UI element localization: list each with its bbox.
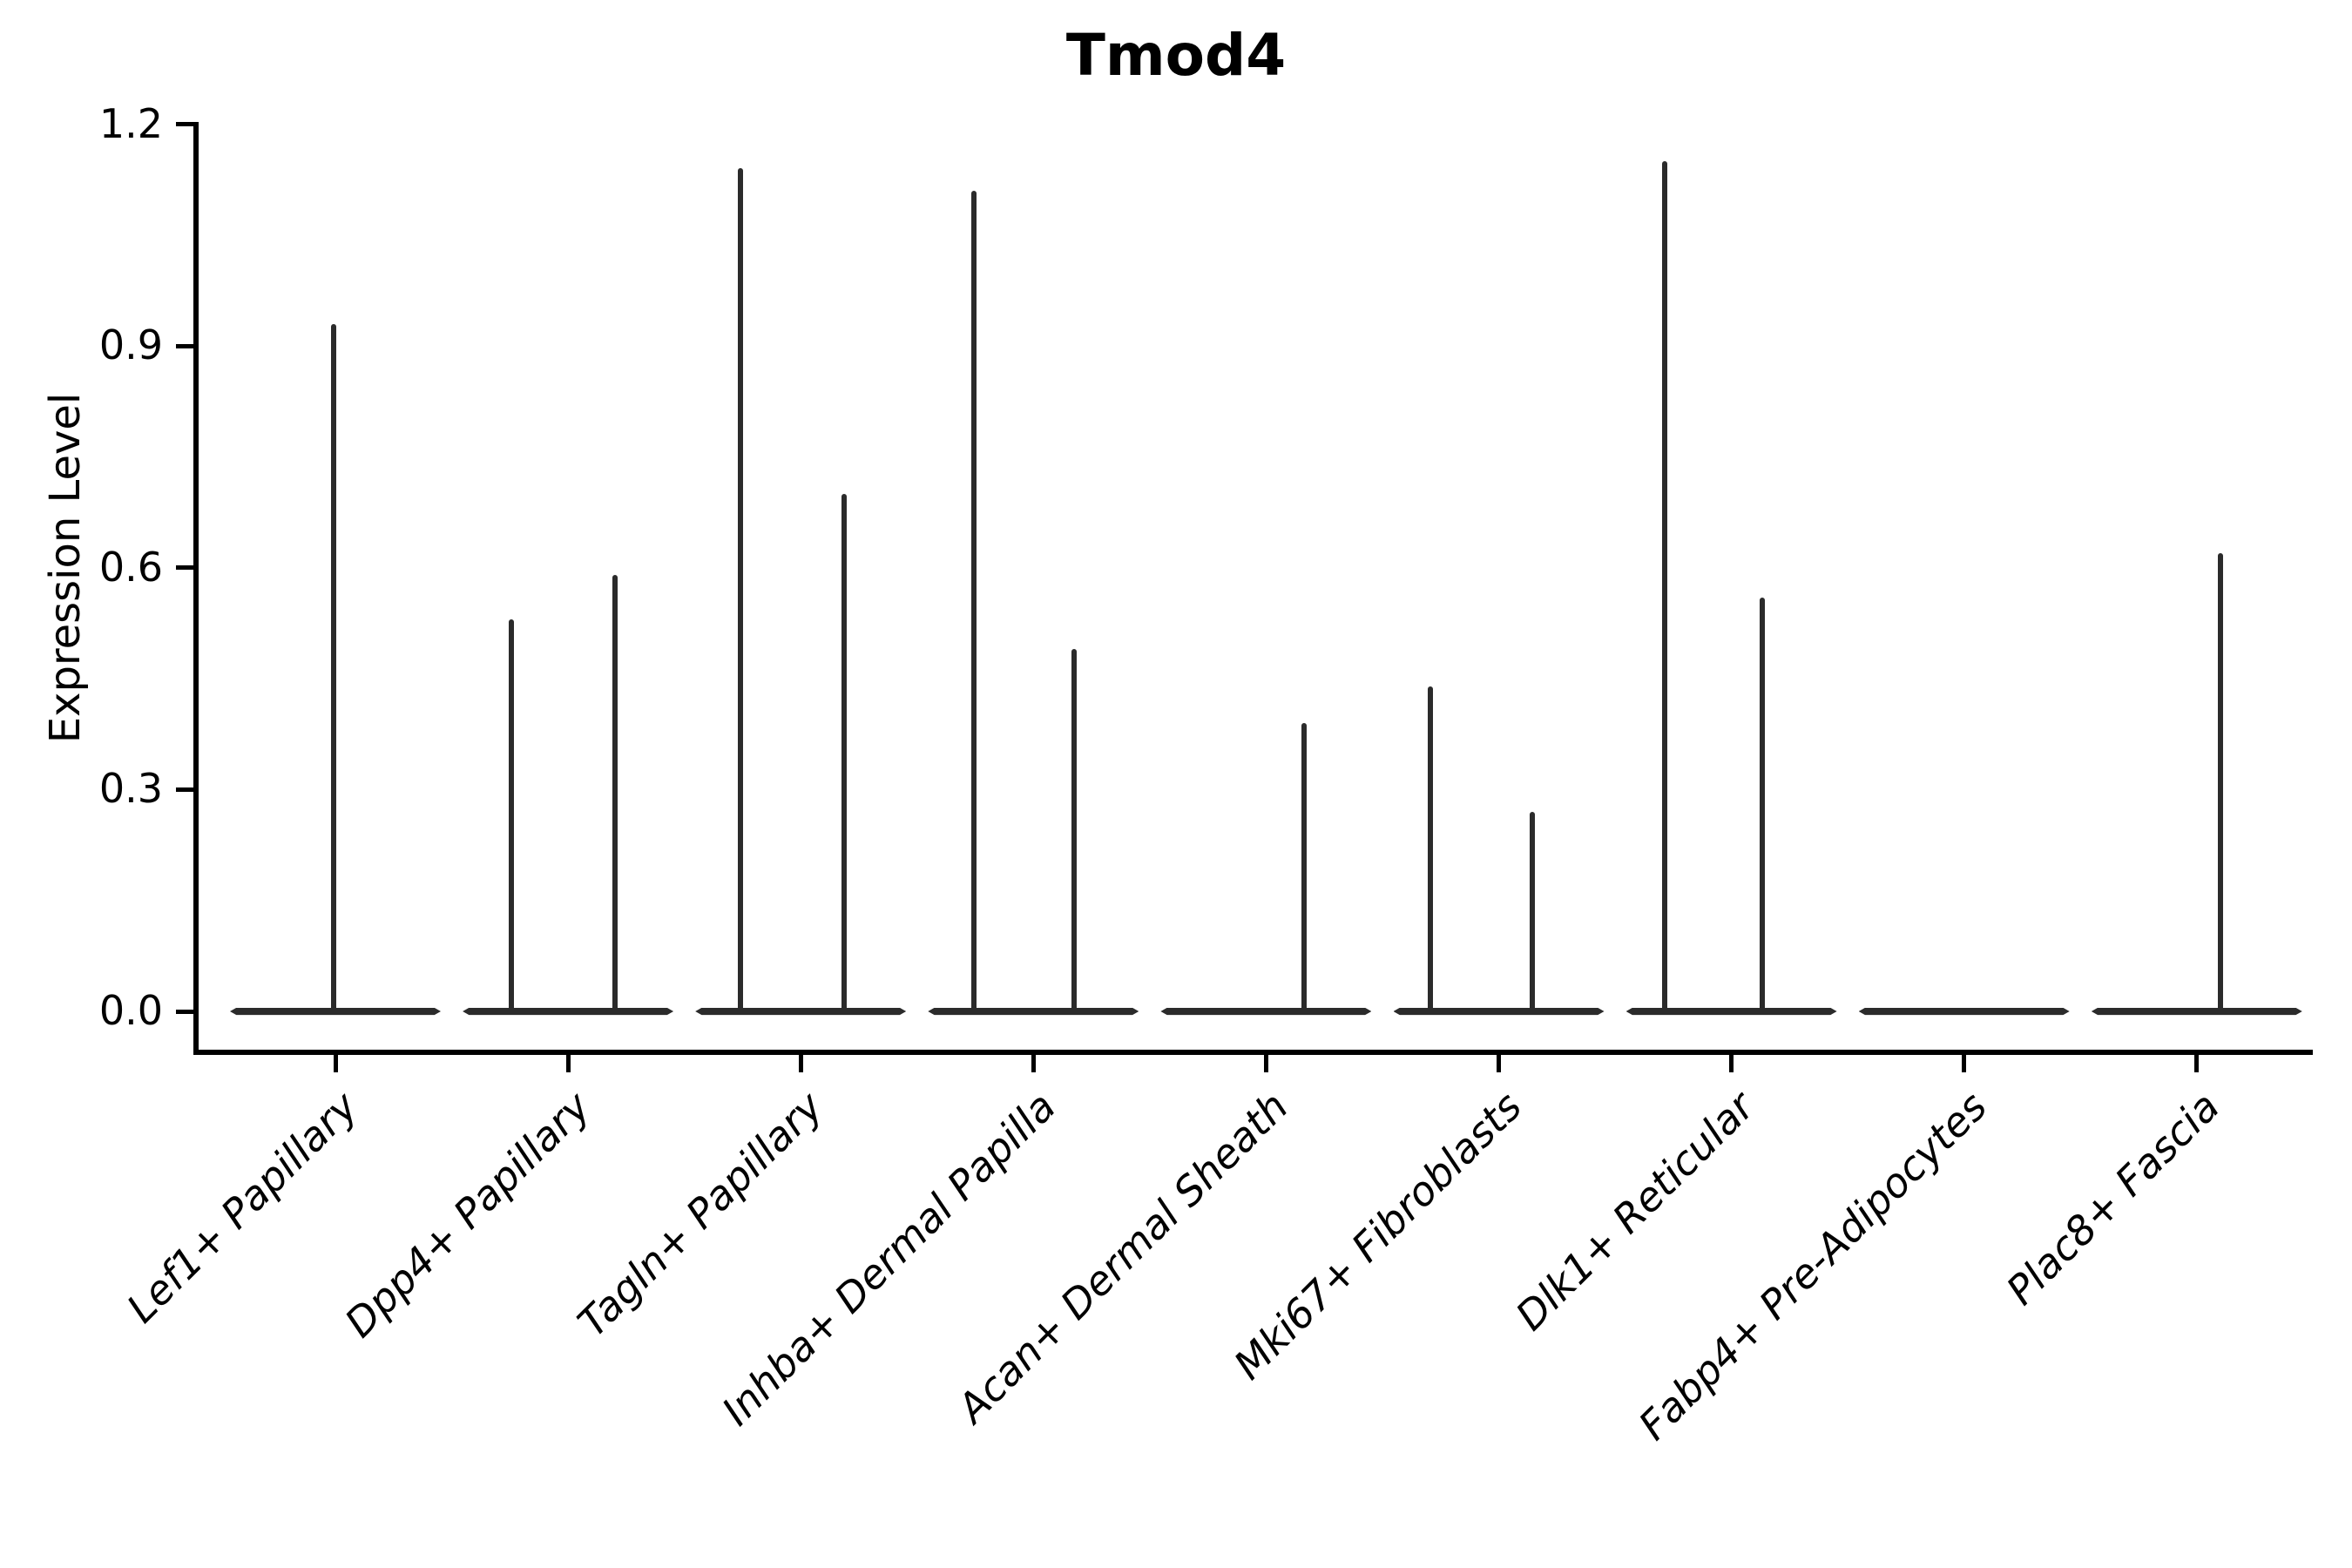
violin-baseline [695,1007,907,1016]
x-tick-mark [798,1055,803,1072]
violin-baseline [230,1007,441,1016]
y-tick-mark [176,1009,193,1014]
y-tick-label: 0.0 [98,987,163,1034]
x-tick-mark [1497,1055,1501,1072]
y-tick-label: 0.9 [98,321,163,369]
x-tick-mark [1962,1055,1967,1072]
violin-spike [971,190,977,1011]
violin-baseline [1625,1007,1837,1016]
violin-spike [1661,160,1667,1011]
x-tick-mark [1729,1055,1734,1072]
violin-spike [738,168,744,1011]
violin-spike [1759,597,1765,1011]
y-tick-mark [176,565,193,571]
x-tick-mark [2194,1055,2200,1072]
x-tick-mark [1031,1055,1036,1072]
violin-baseline [2091,1007,2302,1016]
violin-spike [331,323,336,1011]
x-tick-label: Dlk1+ Reticular [1506,1082,1763,1340]
x-tick-label: Tagln+ Papillary [568,1082,833,1347]
violin-spike [612,575,618,1011]
y-tick-mark [176,787,193,792]
x-tick-mark [1263,1055,1268,1072]
x-tick-label: Fabp4+ Pre-Adipocytes [1629,1082,1996,1450]
y-axis-spine [193,121,199,1055]
violin-baseline [1393,1007,1605,1016]
violin-baseline [463,1007,674,1016]
x-tick-label: Inhba+ Dermal Papilla [713,1082,1065,1435]
violin-baseline [928,1007,1139,1016]
violin-spike [1301,722,1308,1011]
chart-title: Tmod4 [1065,22,1287,89]
violin-spike [2217,552,2223,1011]
y-tick-label: 1.2 [98,99,163,147]
violin-baseline [1160,1007,1372,1016]
y-tick-label: 0.3 [98,765,163,813]
x-tick-mark [565,1055,571,1072]
violin-spike [509,619,515,1011]
violin-spike [1427,686,1433,1011]
x-tick-label: Dpp4+ Papillary [335,1082,600,1347]
y-tick-mark [176,122,193,126]
x-tick-label: Plac8+ Fascia [1997,1082,2228,1315]
x-axis-spine [193,1050,2313,1055]
violin-spike [841,493,848,1011]
y-tick-mark [176,343,193,348]
x-tick-label: Mki67+ Fibroblasts [1224,1082,1531,1389]
y-tick-label: 0.6 [98,543,163,591]
violin-spike [1529,811,1535,1011]
x-tick-mark [333,1055,338,1072]
violin-baseline [1858,1007,2070,1016]
x-tick-label: Acan+ Dermal Sheath [948,1082,1298,1432]
violin-spike [1071,649,1078,1011]
